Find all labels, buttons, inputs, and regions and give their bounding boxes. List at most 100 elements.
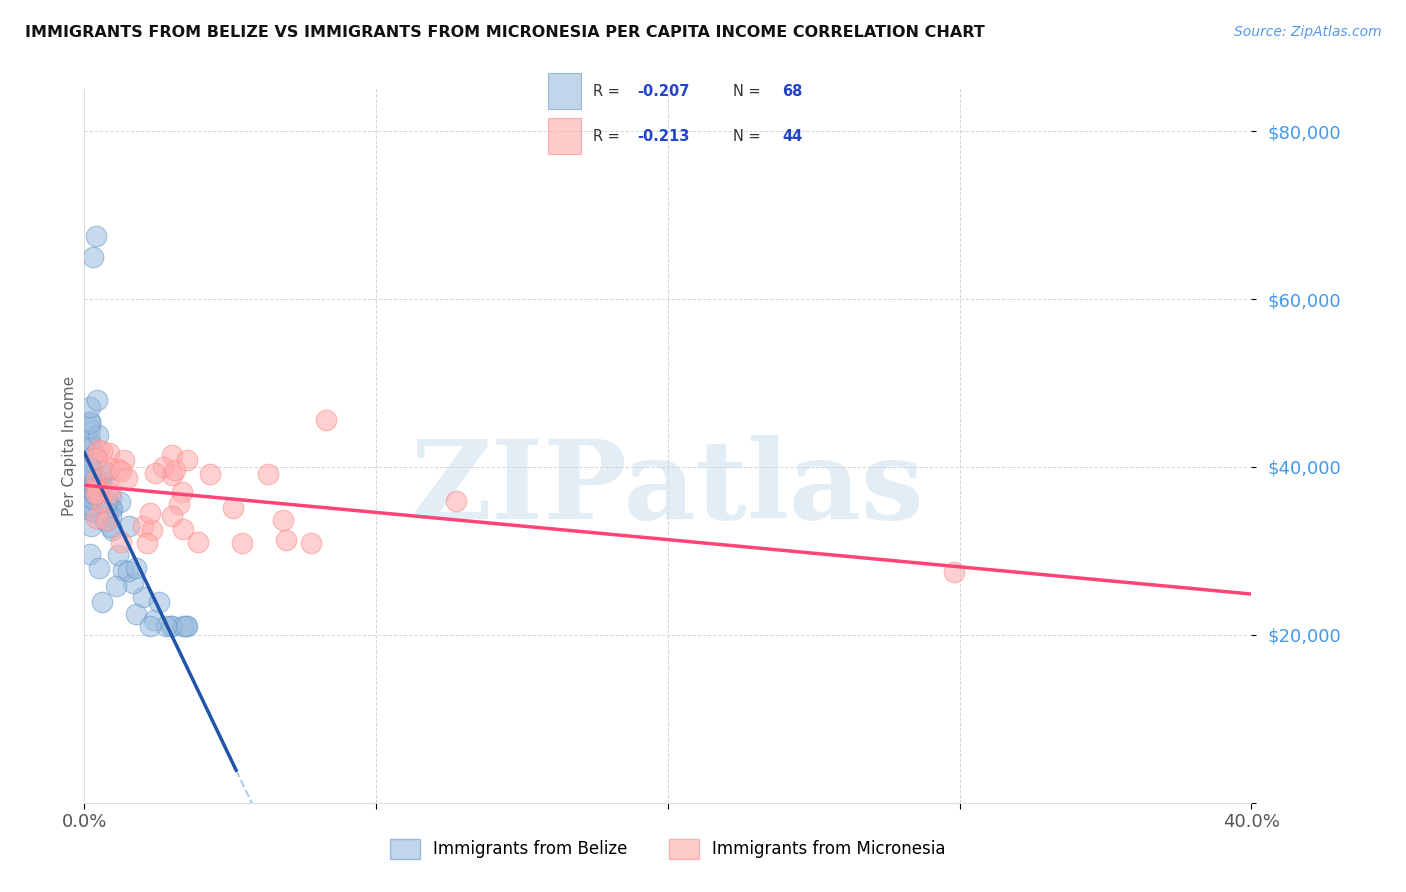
Point [79,436,101,450]
Point [97,461,120,475]
Point [86,427,108,442]
Point [84,481,107,495]
Point [110,535,132,549]
Point [90,475,112,489]
Point [79,459,101,474]
Point [132,519,155,533]
Point [143,466,166,480]
Point [136,536,159,550]
Point [172,619,194,633]
Point [114,453,136,467]
Text: IMMIGRANTS FROM BELIZE VS IMMIGRANTS FROM MICRONESIA PER CAPITA INCOME CORRELATI: IMMIGRANTS FROM BELIZE VS IMMIGRANTS FRO… [25,25,986,40]
Point [94,514,117,528]
Point [94,493,117,508]
Point [160,619,183,633]
Point [84,472,107,486]
Point [79,414,101,428]
Point [198,467,221,481]
Point [100,519,122,533]
Point [87,442,110,457]
Text: -0.207: -0.207 [637,84,689,99]
Point [111,563,134,577]
Point [222,501,245,516]
Point [79,547,101,561]
Point [942,565,965,579]
Point [170,485,193,500]
Point [83,486,105,500]
Point [444,494,467,508]
Point [84,483,107,498]
Point [273,513,295,527]
Point [84,471,107,485]
Point [101,502,124,516]
Point [79,458,101,473]
Point [84,511,107,525]
Point [155,619,177,633]
Point [160,467,183,482]
Point [105,579,128,593]
Point [148,594,170,608]
Point [125,607,148,621]
Point [83,505,105,519]
Point [90,479,112,493]
Point [110,495,132,509]
Point [299,535,322,549]
Point [93,464,115,478]
Point [79,468,101,483]
Point [96,494,118,508]
Point [115,470,138,484]
Legend: Immigrants from Belize, Immigrants from Micronesia: Immigrants from Belize, Immigrants from … [382,832,953,866]
Point [160,509,183,524]
Point [174,619,197,633]
Point [96,513,118,527]
Point [167,497,190,511]
Point [118,519,141,533]
Bar [548,73,581,109]
Point [176,453,198,467]
Point [176,619,198,633]
Point [86,483,108,497]
Point [80,470,103,484]
Point [83,480,105,494]
Point [84,450,107,465]
Point [187,535,209,549]
Point [79,462,101,476]
Text: -0.213: -0.213 [637,128,689,144]
Point [100,486,122,500]
Point [84,486,107,500]
Point [96,506,118,520]
Point [132,590,155,604]
Text: Source: ZipAtlas.com: Source: ZipAtlas.com [1234,25,1382,39]
Point [80,519,103,533]
Point [172,522,194,536]
Point [91,595,114,609]
Point [152,459,174,474]
Point [84,487,107,501]
Text: N =: N = [733,128,765,144]
Point [257,467,280,482]
Point [107,548,129,562]
Point [86,392,108,407]
Point [90,494,112,508]
Point [107,462,129,476]
Point [82,492,104,507]
Point [97,481,120,495]
Point [83,482,105,496]
Point [110,464,132,478]
Text: ZIPatlas: ZIPatlas [411,435,925,542]
Bar [548,119,581,154]
Point [79,401,101,415]
Point [160,619,183,633]
Point [84,229,107,244]
Point [79,498,101,512]
Point [100,501,122,516]
Point [87,475,110,490]
Point [231,536,253,550]
Point [79,433,101,447]
Point [80,467,103,481]
Text: 68: 68 [783,84,803,99]
Point [79,416,101,430]
Point [79,481,101,495]
Text: N =: N = [733,84,765,99]
Point [79,503,101,517]
